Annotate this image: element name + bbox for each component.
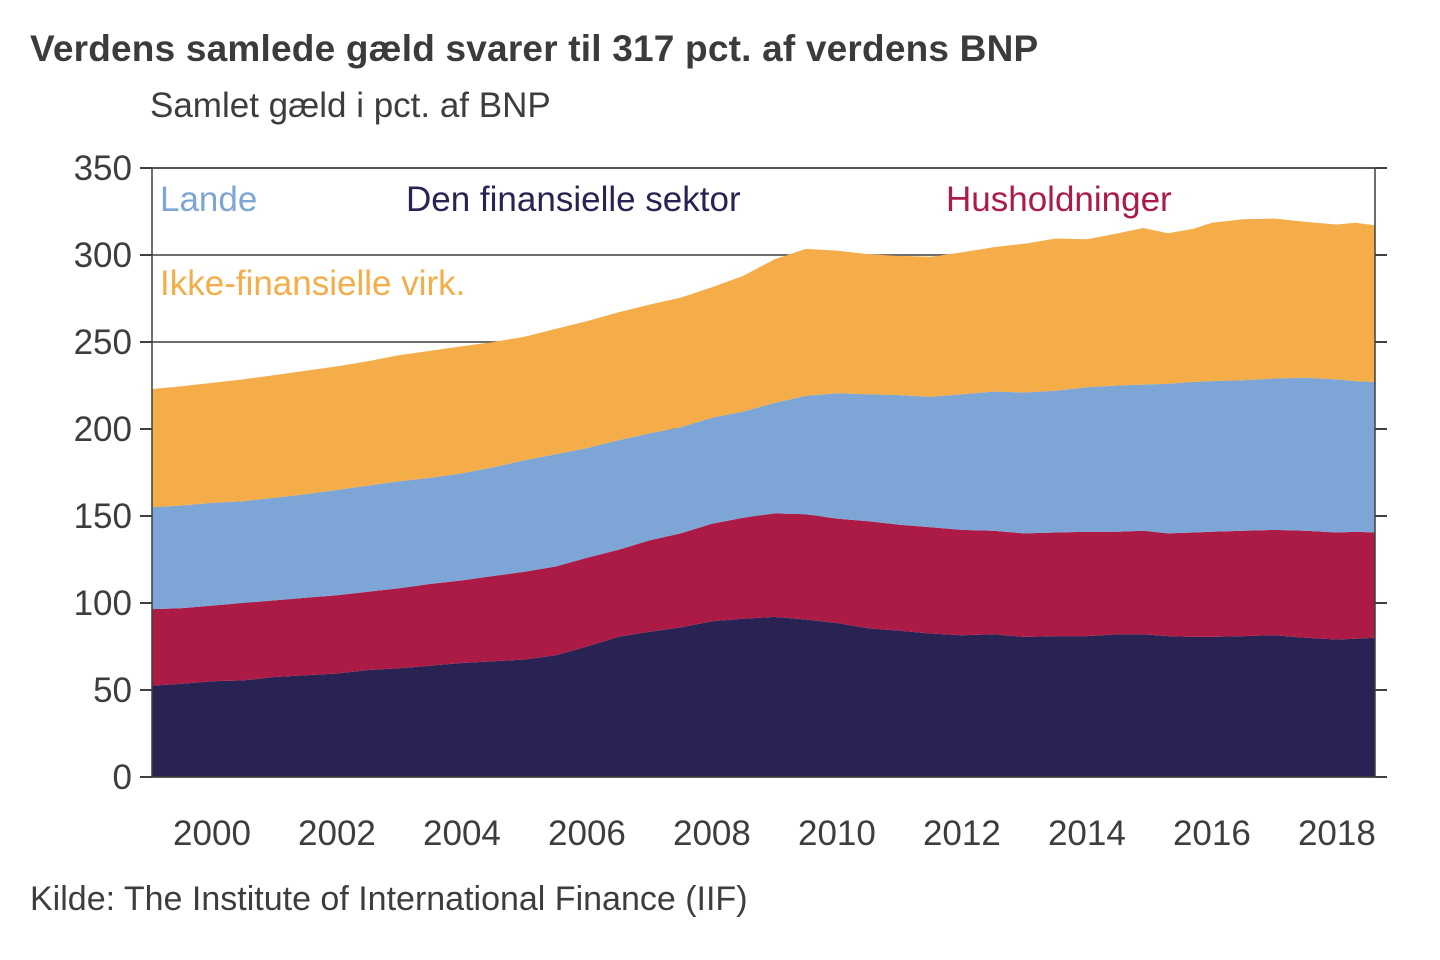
source-note: Kilde: The Institute of International Fi… (30, 880, 748, 918)
x-axis-label-2012: 2012 (923, 814, 1001, 853)
plot-frame (151, 167, 1376, 778)
y-axis-label-100: 100 (74, 584, 132, 623)
x-axis-label-2006: 2006 (548, 814, 626, 853)
x-axis-label-2000: 2000 (173, 814, 251, 853)
x-axis-label-2004: 2004 (423, 814, 501, 853)
y-axis-label-0: 0 (113, 758, 132, 797)
y-axis-label-250: 250 (74, 323, 132, 362)
area-corporates (152, 218, 1375, 508)
x-axis-label-2014: 2014 (1048, 814, 1126, 853)
x-axis-label-2018: 2018 (1298, 814, 1376, 853)
y-axis-label-200: 200 (74, 410, 132, 449)
area-series (152, 218, 1375, 777)
legend-label-finansiel-sektor: Den finansielle sektor (406, 180, 741, 219)
y-axis-label-300: 300 (74, 236, 132, 275)
area-financial (152, 616, 1375, 777)
x-axis-label-2008: 2008 (673, 814, 751, 853)
x-axis-labels: 2000 2002 2004 2006 2008 2010 2012 2014 2016 2018 (173, 814, 1376, 853)
y-axis-label-350: 350 (74, 149, 132, 188)
legend-label-lande: Lande (160, 180, 258, 219)
area-government (152, 377, 1375, 610)
y-axis-ticks (140, 167, 1387, 778)
chart-subtitle: Samlet gæld i pct. af BNP (150, 86, 551, 125)
x-axis-label-2002: 2002 (298, 814, 376, 853)
legend-label-ikke-finansielle: Ikke-finansielle virk. (160, 264, 466, 303)
legend-label-husholdninger: Husholdninger (946, 180, 1172, 219)
x-axis-label-2010: 2010 (798, 814, 876, 853)
y-axis-label-50: 50 (93, 671, 132, 710)
x-axis-label-2016: 2016 (1173, 814, 1251, 853)
chart-title: Verdens samlede gæld svarer til 317 pct.… (30, 28, 1039, 69)
area-households (152, 513, 1375, 686)
y-axis-labels: 0 50 100 150 200 250 300 350 (74, 149, 132, 797)
y-axis-label-150: 150 (74, 497, 132, 536)
